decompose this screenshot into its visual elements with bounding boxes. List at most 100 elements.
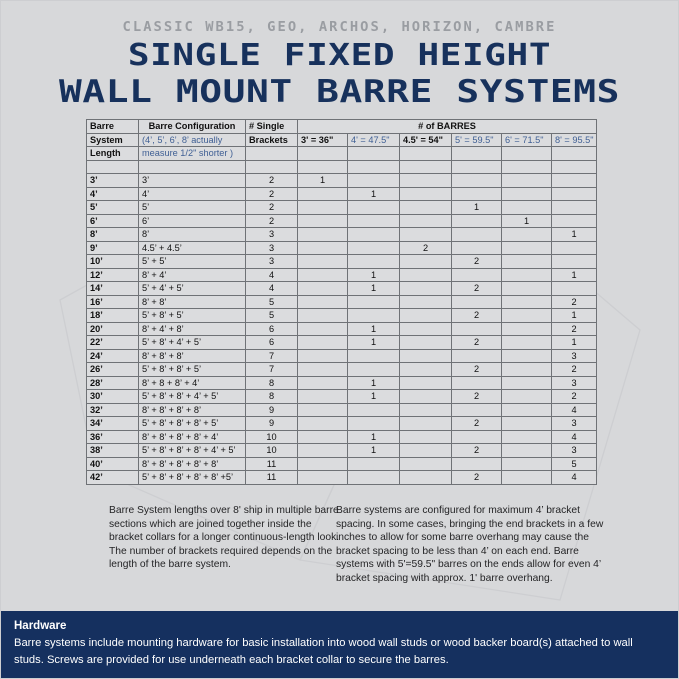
cell-barre-count-5: 1 [551, 335, 597, 350]
cell-barre-configuration: 8’ + 4’ + 8’ [138, 321, 246, 336]
spacer-cell-3 [245, 159, 298, 174]
cell-barre-count-0 [297, 254, 348, 269]
cell-system-length: 12’ [86, 267, 139, 282]
cell-barre-count-3: 1 [451, 200, 502, 215]
cell-barre-count-5 [551, 281, 597, 296]
cell-barre-count-5: 3 [551, 375, 597, 390]
cell-barre-count-4 [501, 294, 552, 309]
cell-barre-count-2 [399, 402, 452, 417]
cell-barre-count-4 [501, 308, 552, 323]
table-row: 40’ 8’ + 8’ + 8’ + 8’ + 8’ 11 5 [86, 456, 597, 471]
cell-system-length: 38’ [86, 443, 139, 458]
header-length: Length [86, 146, 139, 161]
cell-barre-configuration: 5’ + 4’ + 5’ [138, 281, 246, 296]
cell-system-length: 8’ [86, 227, 139, 242]
spacer-cell-5 [347, 159, 400, 174]
cell-barre-configuration: 8’ + 8’ + 8’ + 8’ + 8’ [138, 456, 246, 471]
header-pad-3 [347, 146, 400, 161]
cell-barre-count-5: 2 [551, 294, 597, 309]
cell-barre-count-4 [501, 281, 552, 296]
header-pad-2 [297, 146, 348, 161]
cell-barre-count-4: 1 [501, 213, 552, 228]
cell-barre-count-0 [297, 281, 348, 296]
cell-barre-count-5 [551, 200, 597, 215]
cell-barre-count-4 [501, 443, 552, 458]
table-row: 10’ 5’ + 5’ 3 2 [86, 254, 597, 269]
cell-system-length: 36’ [86, 429, 139, 444]
header-pad-1 [245, 146, 298, 161]
spacer-cell-9 [551, 159, 597, 174]
cell-barre-count-3 [451, 456, 502, 471]
cell-barre-count-3: 2 [451, 389, 502, 404]
cell-barre-count-1: 1 [347, 389, 400, 404]
cell-barre-count-2 [399, 227, 452, 242]
cell-barre-count-4 [501, 321, 552, 336]
cell-single-brackets: 6 [245, 335, 298, 350]
cell-barre-count-2 [399, 213, 452, 228]
cell-single-brackets: 3 [245, 254, 298, 269]
cell-barre-count-2 [399, 267, 452, 282]
cell-single-brackets: 7 [245, 362, 298, 377]
cell-barre-count-0 [297, 402, 348, 417]
cell-barre-count-0 [297, 470, 348, 485]
cell-barre-count-2 [399, 443, 452, 458]
cell-barre-count-2 [399, 470, 452, 485]
cell-barre-configuration: 5’ + 8’ + 8’ + 8’ + 8’ +5’ [138, 470, 246, 485]
header-barre-col-4: 6' = 71.5" [501, 132, 552, 147]
cell-barre-count-5 [551, 186, 597, 201]
cell-barre-configuration: 5’ [138, 200, 246, 215]
cell-barre-count-5: 2 [551, 389, 597, 404]
header-barre-col-3: 5' = 59.5" [451, 132, 502, 147]
table-row: 26’ 5’ + 8’ + 8’ + 5’ 7 2 2 [86, 362, 597, 377]
cell-barre-count-1 [347, 173, 400, 188]
cell-barre-count-0 [297, 348, 348, 363]
cell-barre-count-1 [347, 254, 400, 269]
cell-single-brackets: 2 [245, 173, 298, 188]
table-header-row-1: Barre Barre Configuration # Single # of … [86, 119, 597, 134]
cell-barre-count-3 [451, 321, 502, 336]
cell-barre-count-3: 2 [451, 254, 502, 269]
cell-barre-configuration: 8’ [138, 227, 246, 242]
table-row: 28’ 8’ + 8 + 8’ + 4’ 8 1 3 [86, 375, 597, 390]
table-spacer-row [86, 159, 597, 174]
cell-barre-count-5 [551, 173, 597, 188]
cell-barre-count-3 [451, 213, 502, 228]
cell-system-length: 40’ [86, 456, 139, 471]
table-row: 24’ 8’ + 8’ + 8’ 7 3 [86, 348, 597, 363]
cell-barre-count-0 [297, 200, 348, 215]
cell-barre-count-4 [501, 375, 552, 390]
cell-barre-count-2 [399, 429, 452, 444]
cell-single-brackets: 2 [245, 186, 298, 201]
cell-barre-count-1 [347, 200, 400, 215]
cell-barre-count-5: 3 [551, 416, 597, 431]
cell-barre-count-1 [347, 402, 400, 417]
cell-barre-count-0 [297, 443, 348, 458]
cell-barre-count-0 [297, 375, 348, 390]
cell-system-length: 4’ [86, 186, 139, 201]
cell-barre-count-1: 1 [347, 375, 400, 390]
hardware-title: Hardware [14, 620, 67, 632]
table-row: 3’ 3’ 2 1 [86, 173, 597, 188]
cell-system-length: 6’ [86, 213, 139, 228]
cell-barre-count-5 [551, 213, 597, 228]
cell-system-length: 26’ [86, 362, 139, 377]
cell-barre-count-2 [399, 389, 452, 404]
cell-barre-count-4 [501, 240, 552, 255]
table-row: 30’ 5’ + 8’ + 8’ + 4’ + 5’ 8 1 2 2 [86, 389, 597, 404]
cell-barre-count-5: 4 [551, 470, 597, 485]
cell-barre-count-4 [501, 429, 552, 444]
barre-system-table: Barre Barre Configuration # Single # of … [86, 119, 597, 485]
cell-barre-count-1 [347, 470, 400, 485]
cell-barre-count-3 [451, 429, 502, 444]
cell-barre-count-1: 1 [347, 429, 400, 444]
cell-system-length: 22’ [86, 335, 139, 350]
cell-barre-count-5: 1 [551, 308, 597, 323]
cell-barre-count-5: 2 [551, 362, 597, 377]
table-row: 4’ 4’ 2 1 [86, 186, 597, 201]
cell-barre-count-4 [501, 254, 552, 269]
cell-system-length: 5’ [86, 200, 139, 215]
cell-barre-count-0 [297, 308, 348, 323]
cell-barre-count-1 [347, 416, 400, 431]
table-row: 34’ 5’ + 8’ + 8’ + 8’ + 5’ 9 2 3 [86, 416, 597, 431]
table-row: 20’ 8’ + 4’ + 8’ 6 1 2 [86, 321, 597, 336]
